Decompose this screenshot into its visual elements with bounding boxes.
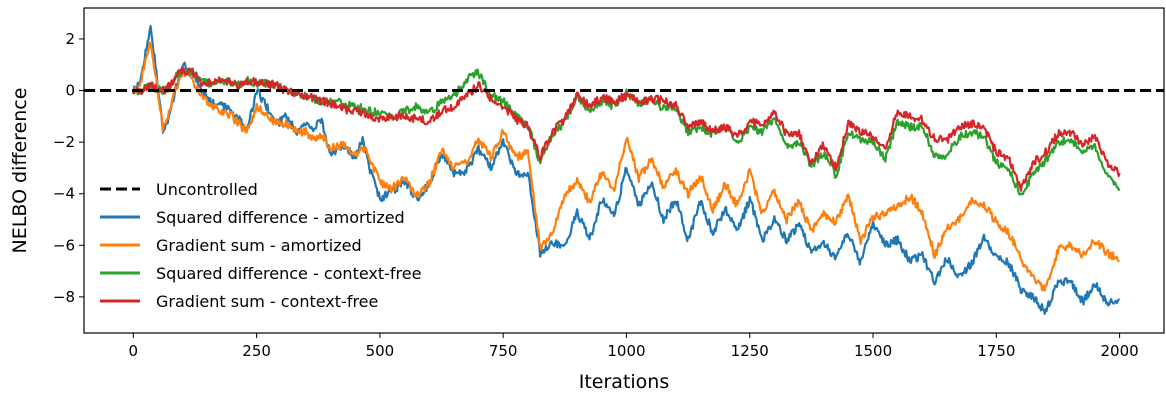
y-tick-label: 2 — [65, 30, 75, 48]
y-tick-label: −6 — [53, 236, 75, 254]
x-tick-label: 1250 — [731, 342, 769, 360]
x-tick-label: 500 — [366, 342, 395, 360]
axes-frame — [83, 7, 1165, 334]
legend-label-squared-difference-amortized: Squared difference - amortized — [156, 208, 405, 227]
x-tick-label: 1500 — [854, 342, 892, 360]
y-tick-label: −8 — [53, 288, 75, 306]
legend-label-gradient-sum-amortized: Gradient sum - amortized — [156, 236, 362, 255]
x-axis-ticks: 0 250 500 750 1000 1250 1500 1750 2000 — [129, 333, 1139, 360]
x-tick-label: 250 — [242, 342, 271, 360]
series-layer — [132, 25, 1121, 315]
legend-label-uncontrolled: Uncontrolled — [156, 180, 258, 199]
x-tick-label: 1750 — [977, 342, 1015, 360]
x-tick-label: 2000 — [1101, 342, 1139, 360]
x-tick-label: 1000 — [607, 342, 645, 360]
series-line-gradient-sum-amortized — [132, 41, 1120, 292]
legend: Uncontrolled Squared difference - amorti… — [100, 180, 421, 311]
y-tick-label: −4 — [53, 185, 75, 203]
legend-label-squared-difference-context-free: Squared difference - context-free — [156, 264, 421, 283]
y-axis-ticks: −8 −6 −4 −2 0 2 — [53, 30, 84, 306]
x-axis-label: Iterations — [579, 371, 670, 393]
y-axis-label: NELBO difference — [9, 88, 31, 254]
y-tick-label: 0 — [65, 82, 75, 100]
legend-label-gradient-sum-context-free: Gradient sum - context-free — [156, 292, 378, 311]
x-tick-label: 0 — [129, 342, 139, 360]
series-line-gradient-sum-context-free — [132, 66, 1121, 192]
y-tick-label: −2 — [53, 133, 75, 151]
x-tick-label: 750 — [489, 342, 518, 360]
